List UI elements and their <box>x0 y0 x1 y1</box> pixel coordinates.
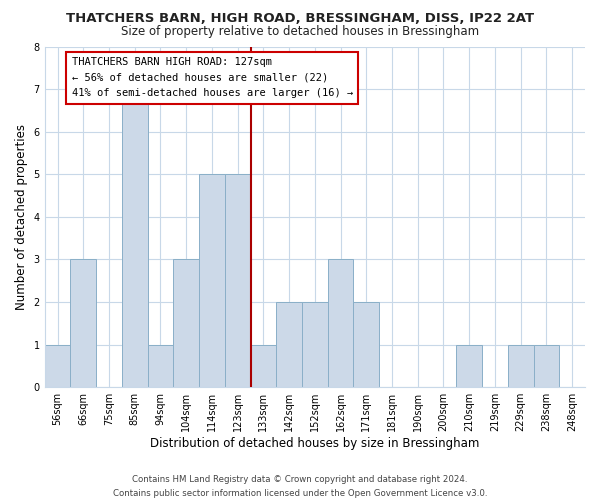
Bar <box>199 174 225 387</box>
Text: Size of property relative to detached houses in Bressingham: Size of property relative to detached ho… <box>121 25 479 38</box>
Bar <box>122 89 148 387</box>
Bar <box>70 260 96 387</box>
Bar <box>533 344 559 387</box>
Bar <box>508 344 533 387</box>
Bar <box>353 302 379 387</box>
Text: THATCHERS BARN, HIGH ROAD, BRESSINGHAM, DISS, IP22 2AT: THATCHERS BARN, HIGH ROAD, BRESSINGHAM, … <box>66 12 534 26</box>
Bar <box>173 260 199 387</box>
Bar <box>302 302 328 387</box>
Bar <box>148 344 173 387</box>
Text: Contains HM Land Registry data © Crown copyright and database right 2024.
Contai: Contains HM Land Registry data © Crown c… <box>113 476 487 498</box>
Bar <box>225 174 251 387</box>
Bar <box>44 344 70 387</box>
Y-axis label: Number of detached properties: Number of detached properties <box>15 124 28 310</box>
X-axis label: Distribution of detached houses by size in Bressingham: Distribution of detached houses by size … <box>150 437 479 450</box>
Bar <box>328 260 353 387</box>
Bar <box>457 344 482 387</box>
Text: THATCHERS BARN HIGH ROAD: 127sqm
← 56% of detached houses are smaller (22)
41% o: THATCHERS BARN HIGH ROAD: 127sqm ← 56% o… <box>71 57 353 98</box>
Bar <box>276 302 302 387</box>
Bar <box>251 344 276 387</box>
